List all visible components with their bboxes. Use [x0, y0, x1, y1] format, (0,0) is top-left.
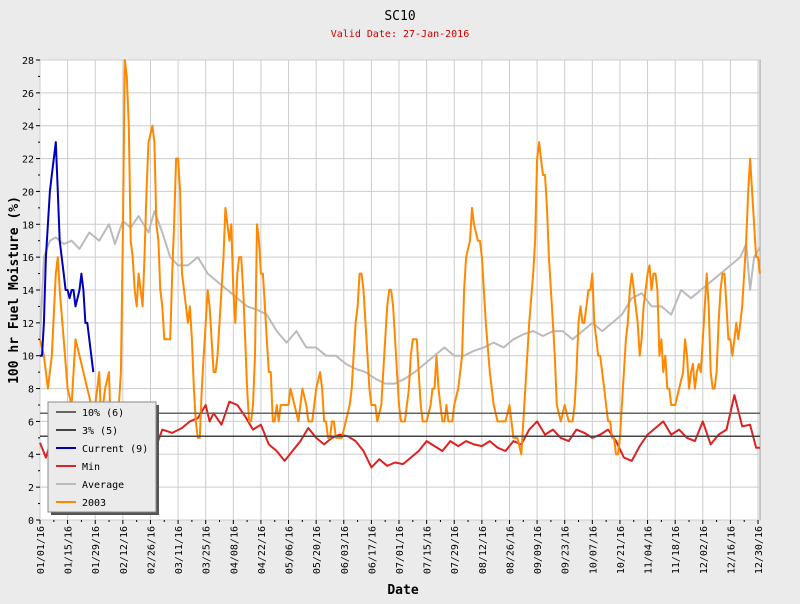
y-tick-label: 4	[28, 450, 34, 461]
y-tick-label: 0	[28, 516, 34, 527]
y-tick-label: 18	[22, 220, 34, 231]
x-tick-label: 02/26/16	[146, 526, 157, 574]
y-tick-label: 8	[28, 385, 34, 396]
x-tick-label: 01/01/16	[36, 526, 47, 574]
x-tick-label: 06/17/16	[367, 526, 378, 574]
y-tick-label: 14	[22, 286, 34, 297]
legend-box	[47, 401, 157, 513]
x-tick-label: 07/29/16	[450, 526, 461, 574]
x-tick-label: 11/18/16	[671, 526, 682, 574]
legend-label-min: Min	[82, 462, 100, 473]
x-tick-label: 11/04/16	[644, 526, 655, 574]
y-tick-label: 6	[28, 417, 34, 428]
x-axis-label: Date	[387, 583, 418, 598]
y-tick-label: 16	[22, 253, 34, 264]
legend: 10% (6) 3% (5) Current (9) Min Average 2003	[47, 401, 159, 515]
y-tick-label: 28	[22, 56, 34, 67]
y-tick-label: 24	[22, 122, 34, 133]
series-line-y2003	[39, 59, 761, 456]
legend-label-current: Current (9)	[82, 444, 148, 455]
x-tick-label: 06/03/16	[340, 526, 351, 574]
series-line-average	[39, 210, 761, 385]
threshold-lines	[40, 412, 760, 437]
x-axis: 01/01/16 01/15/16 01/29/16 02/12/16 02/26/16…	[36, 520, 765, 574]
x-tick-label: 05/20/16	[312, 526, 323, 574]
x-tick-label: 07/01/16	[395, 526, 406, 574]
x-tick-label: 12/02/16	[699, 526, 710, 574]
y-tick-label: 26	[22, 89, 34, 100]
y-tick-label: 10	[22, 352, 34, 363]
x-tick-label: 12/30/16	[754, 526, 765, 574]
x-tick-label: 07/15/16	[423, 526, 434, 574]
x-tick-label: 03/25/16	[202, 526, 213, 574]
x-tick-label: 03/11/16	[174, 526, 185, 574]
x-tick-label: 10/07/16	[588, 526, 599, 574]
legend-label-average: Average	[82, 480, 124, 491]
y-tick-label: 22	[22, 155, 34, 166]
x-tick-label: 05/06/16	[285, 526, 296, 574]
x-tick-label: 04/22/16	[257, 526, 268, 574]
x-tick-label: 02/12/16	[119, 526, 130, 574]
y-axis-label: 100 hr Fuel Moisture (%)	[7, 196, 22, 384]
series-line-current	[40, 141, 95, 373]
x-tick-label: 01/29/16	[91, 526, 102, 574]
x-tick-label: 10/21/16	[616, 526, 627, 574]
x-tick-label: 09/23/16	[561, 526, 572, 574]
x-tick-label: 04/08/16	[229, 526, 240, 574]
x-tick-label: 08/12/16	[478, 526, 489, 574]
x-tick-label: 09/09/16	[533, 526, 544, 574]
y-tick-label: 12	[22, 319, 34, 330]
x-tick-label: 12/16/16	[726, 526, 737, 574]
x-tick-label: 08/26/16	[505, 526, 516, 574]
y-tick-label: 2	[28, 483, 34, 494]
y-tick-label: 20	[22, 187, 34, 198]
legend-label-p10: 10% (6)	[82, 408, 124, 419]
chart-title: SC10	[384, 9, 415, 24]
legend-label-y2003: 2003	[82, 498, 106, 509]
x-tick-label: 01/15/16	[64, 526, 75, 574]
legend-label-p3: 3% (5)	[82, 426, 118, 437]
chart-subtitle: Valid Date: 27-Jan-2016	[331, 29, 469, 40]
